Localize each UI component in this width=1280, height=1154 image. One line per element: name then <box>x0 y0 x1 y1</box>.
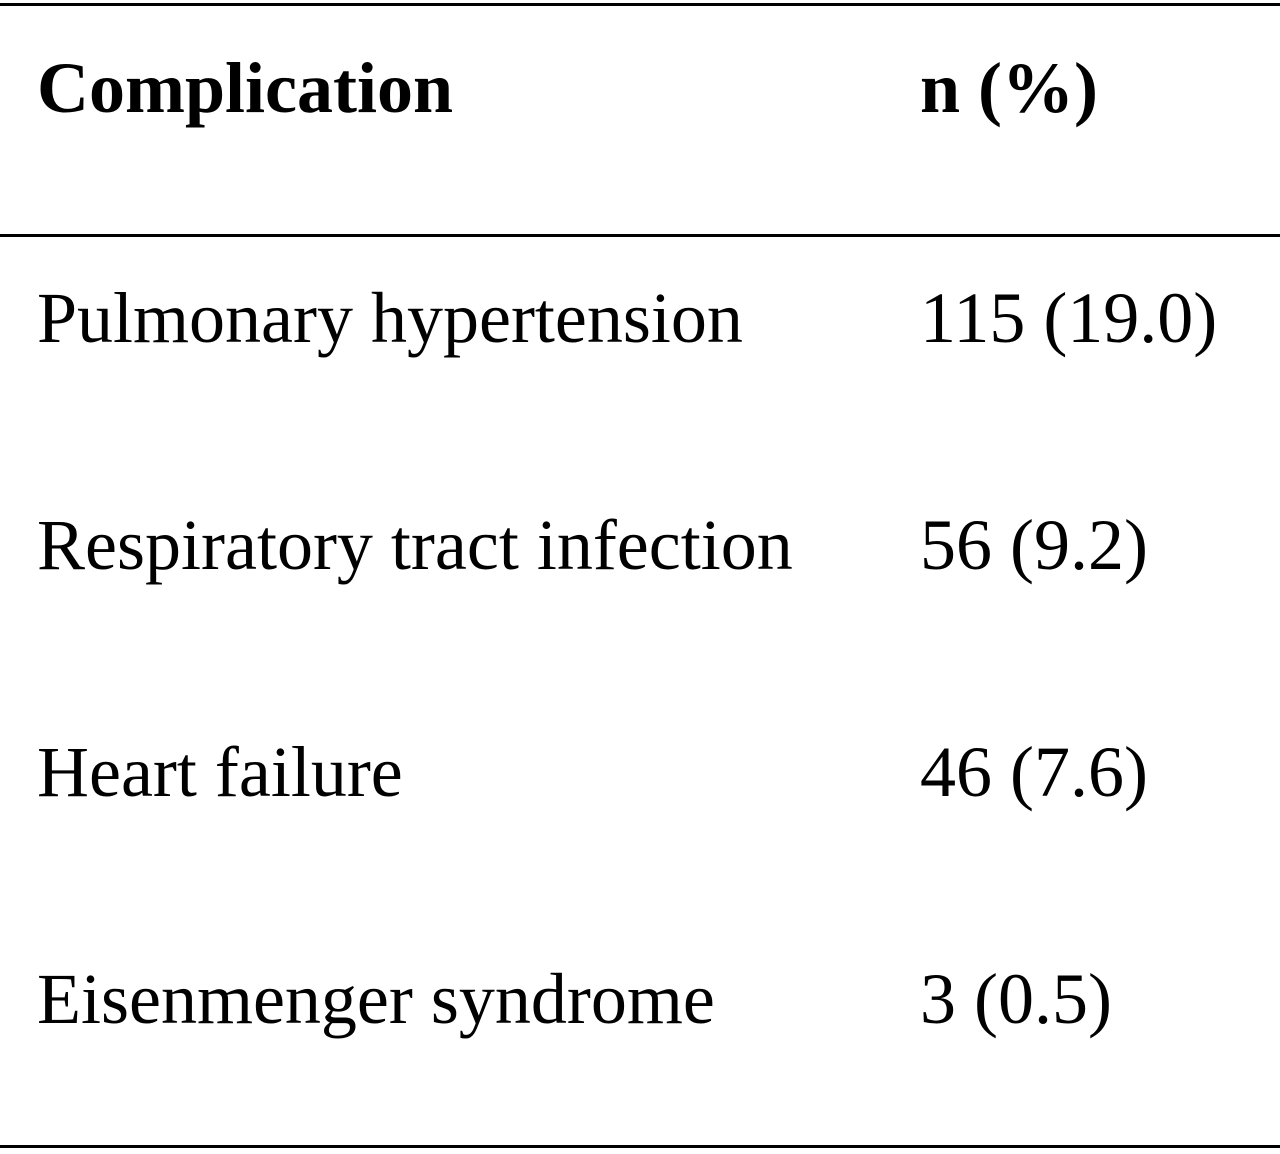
header-rule <box>0 234 1280 237</box>
complication-cell: Respiratory tract infection <box>37 505 793 585</box>
count-cell: 46 (7.6) <box>920 732 1148 812</box>
count-cell: 56 (9.2) <box>920 505 1148 585</box>
top-rule <box>0 3 1280 6</box>
header-cell: Complication <box>37 48 454 128</box>
complication-cell: Eisenmenger syndrome <box>37 959 715 1039</box>
header-cell: n (%) <box>920 48 1098 128</box>
complication-cell: Heart failure <box>37 732 403 812</box>
complication-cell: Pulmonary hypertension <box>37 278 743 358</box>
count-cell: 115 (19.0) <box>920 278 1218 358</box>
bottom-rule <box>0 1145 1280 1148</box>
count-cell: 3 (0.5) <box>920 959 1112 1039</box>
